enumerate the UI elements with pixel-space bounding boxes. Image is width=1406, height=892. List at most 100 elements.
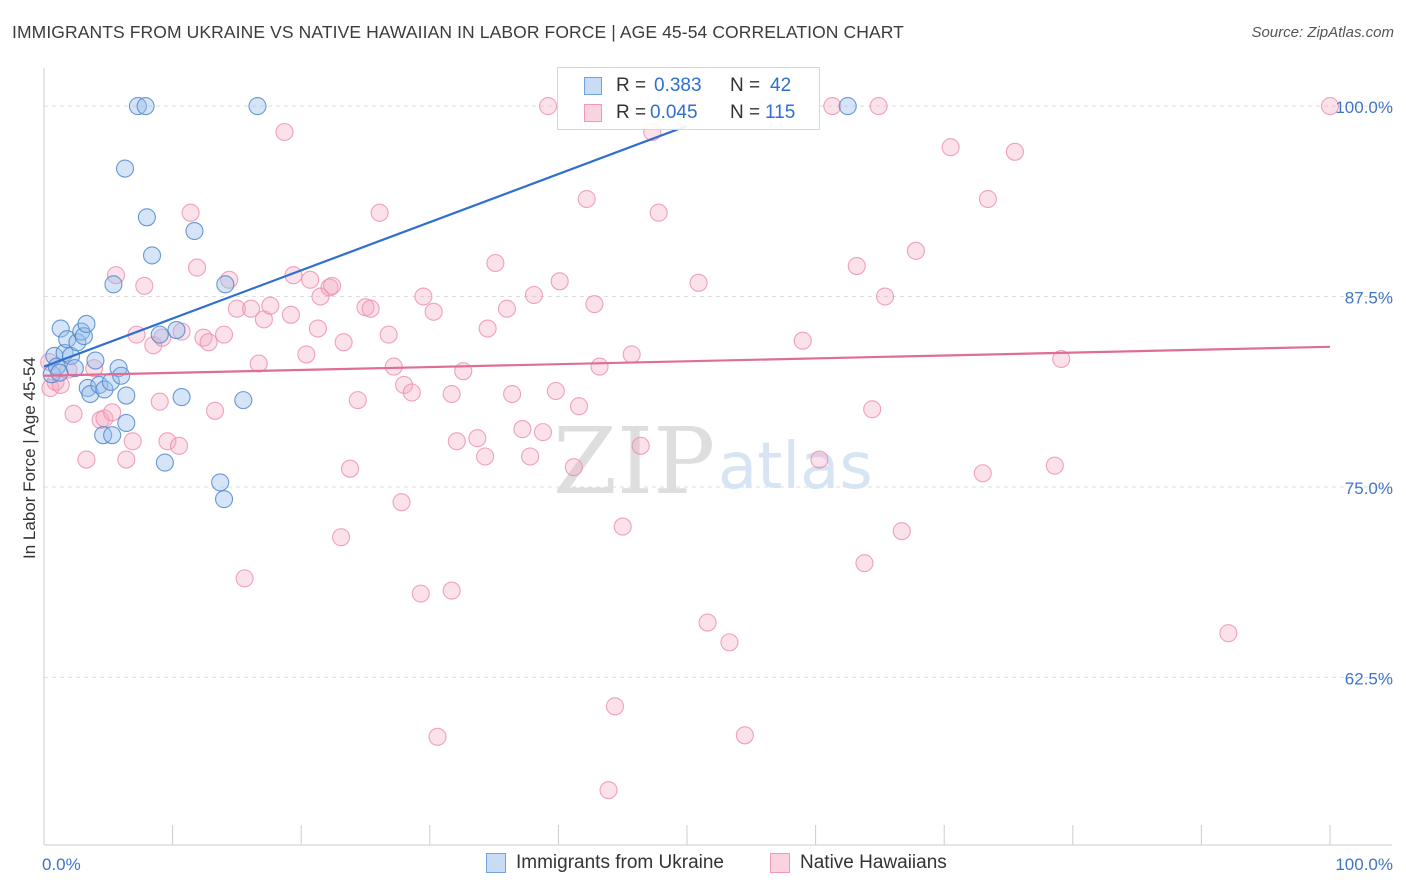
data-point-native-hawaiians: [793, 331, 812, 350]
data-point-native-hawaiians: [823, 97, 842, 116]
data-point-ukraine: [136, 97, 155, 116]
data-point-native-hawaiians: [863, 400, 882, 419]
data-point-native-hawaiians: [1320, 97, 1340, 116]
data-point-native-hawaiians: [428, 727, 447, 746]
data-point-native-hawaiians: [205, 401, 225, 420]
data-point-native-hawaiians: [689, 273, 708, 292]
data-point-native-hawaiians: [301, 270, 320, 289]
legend-r-label: R =: [616, 102, 647, 123]
data-point-native-hawaiians: [261, 296, 280, 315]
data-point-native-hawaiians: [379, 325, 398, 344]
source-label: Source: ZipAtlas.com: [1251, 24, 1394, 41]
data-point-native-hawaiians: [297, 345, 316, 364]
data-point-native-hawaiians: [424, 302, 443, 321]
legend-swatch-hawaiians: [770, 853, 790, 873]
data-point-ukraine: [104, 275, 123, 294]
data-point-native-hawaiians: [546, 381, 565, 401]
data-point-native-hawaiians: [569, 397, 589, 416]
legend-row-ukraine: R = 0.383 N = 42: [558, 72, 819, 100]
data-point-ukraine: [172, 388, 191, 407]
data-point-native-hawaiians: [402, 383, 421, 402]
data-point-native-hawaiians: [476, 447, 495, 466]
data-point-ukraine: [95, 380, 114, 399]
data-point-native-hawaiians: [649, 203, 668, 222]
data-point-native-hawaiians: [550, 272, 569, 291]
legend-label-ukraine: Immigrants from Ukraine: [516, 852, 724, 873]
data-point-native-hawaiians: [478, 319, 497, 338]
data-point-native-hawaiians: [153, 328, 172, 347]
data-point-native-hawaiians: [622, 345, 641, 364]
data-point-native-hawaiians: [181, 203, 200, 222]
data-point-native-hawaiians: [249, 354, 268, 373]
y-axis-label: In Labor Force | Age 45-54: [20, 357, 39, 559]
data-point-ukraine: [142, 246, 162, 265]
data-point-native-hawaiians: [135, 276, 154, 295]
trend-line-native-hawaiians: [43, 345, 1331, 377]
data-point-native-hawaiians: [1005, 142, 1024, 161]
grid-lines: [44, 105, 1392, 678]
data-point-native-hawaiians: [524, 285, 544, 305]
data-point-native-hawaiians: [77, 450, 96, 469]
data-point-native-hawaiians: [384, 357, 403, 376]
data-point-native-hawaiians: [631, 436, 650, 455]
data-point-ukraine: [211, 473, 230, 492]
data-point-native-hawaiians: [281, 305, 300, 324]
data-point-native-hawaiians: [1045, 456, 1064, 475]
data-point-native-hawaiians: [735, 726, 754, 745]
data-point-native-hawaiians: [892, 522, 911, 541]
data-point-native-hawaiians: [361, 299, 380, 318]
data-point-native-hawaiians: [411, 584, 430, 603]
legend-n-label: N =: [730, 75, 761, 96]
data-point-native-hawaiians: [235, 569, 254, 588]
data-point-native-hawaiians: [214, 325, 234, 344]
data-point-ukraine: [77, 314, 96, 334]
y-tick-labels: 62.5% 75.0% 87.5% 100.0%: [1335, 98, 1393, 688]
data-point-native-hawaiians: [85, 359, 104, 378]
data-point-native-hawaiians: [103, 403, 122, 422]
data-point-ukraine: [137, 208, 156, 227]
data-point-native-hawaiians: [539, 97, 558, 116]
data-point-native-hawaiians: [199, 333, 218, 352]
data-point-native-hawaiians: [590, 357, 609, 376]
data-point-ukraine: [185, 221, 204, 241]
data-point-ukraine: [115, 159, 135, 178]
data-point-native-hawaiians: [698, 613, 717, 632]
data-point-native-hawaiians: [847, 257, 866, 276]
data-point-ukraine: [216, 275, 235, 294]
legend-label-hawaiians: Native Hawaiians: [800, 852, 947, 873]
data-point-native-hawaiians: [875, 287, 895, 306]
data-point-native-hawaiians: [486, 253, 505, 273]
data-point-ukraine: [51, 319, 70, 338]
data-point-native-hawaiians: [613, 517, 632, 536]
data-point-native-hawaiians: [599, 781, 618, 800]
data-point-native-hawaiians: [64, 404, 83, 423]
data-point-native-hawaiians: [414, 287, 433, 306]
data-point-native-hawaiians: [275, 122, 294, 142]
data-point-ukraine: [117, 386, 136, 405]
data-point-native-hawaiians: [577, 189, 596, 209]
data-point-native-hawaiians: [973, 464, 992, 483]
data-point-ukraine: [150, 325, 169, 344]
y-tick-label: 87.5%: [1345, 289, 1393, 308]
chart-title: IMMIGRANTS FROM UKRAINE VS NATIVE HAWAII…: [12, 22, 904, 42]
data-point-native-hawaiians: [605, 697, 625, 716]
data-point-native-hawaiians: [332, 528, 351, 547]
data-point-native-hawaiians: [348, 391, 367, 410]
legend-row-hawaiians: R = 0.045 N = 115: [558, 99, 819, 127]
axes: [43, 68, 1392, 846]
data-point-native-hawaiians: [227, 299, 246, 318]
data-point-native-hawaiians: [395, 375, 414, 394]
y-tick-label: 62.5%: [1345, 669, 1393, 688]
data-point-native-hawaiians: [468, 429, 487, 448]
legend-n-value: 115: [765, 102, 796, 123]
y-tick-label: 75.0%: [1345, 479, 1393, 498]
data-point-native-hawaiians: [1052, 349, 1071, 369]
data-point-ukraine: [86, 351, 105, 370]
data-point-native-hawaiians: [117, 450, 136, 469]
data-point-ukraine: [234, 391, 253, 410]
data-point-native-hawaiians: [855, 554, 874, 573]
data-point-native-hawaiians: [442, 581, 461, 600]
data-point-native-hawaiians: [334, 333, 353, 352]
data-point-ukraine: [128, 97, 147, 116]
data-point-native-hawaiians: [720, 633, 739, 652]
